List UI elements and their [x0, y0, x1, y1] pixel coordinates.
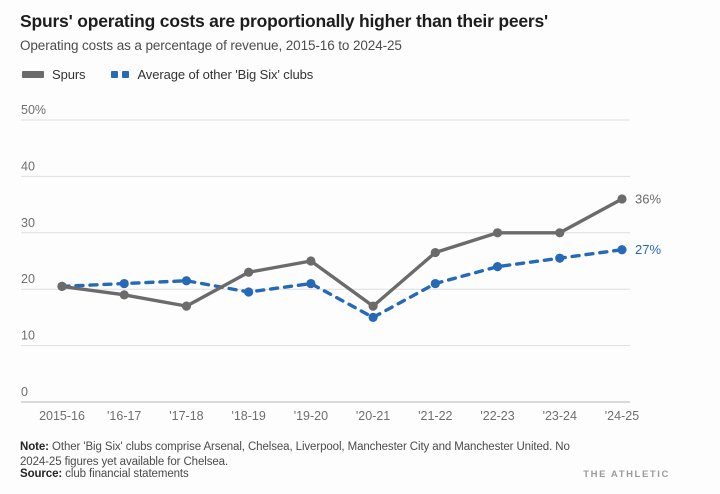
legend-item-big-six: Average of other 'Big Six' clubs [111, 67, 313, 82]
line-chart-svg: 0 10 20 30 40 50% 2015-16 '16-17 '17-18 '18-19 '19… [21, 103, 661, 423]
x-tick-label: '21-22 [418, 409, 452, 423]
note-text: Other 'Big Six' clubs comprise Arsenal, … [20, 441, 570, 468]
data-point-spurs [555, 228, 565, 238]
x-tick-label: '24-25 [605, 409, 639, 423]
spurs-line-swatch-icon [22, 71, 44, 78]
chart-source: Source: club financial statements [20, 468, 420, 480]
data-point-spurs [430, 247, 440, 258]
legend-label-spurs: Spurs [52, 67, 86, 82]
data-point-spurs [57, 281, 67, 291]
data-point-big-six-average [617, 245, 627, 255]
data-point-big-six-average [492, 262, 503, 272]
y-tick-label: 0 [21, 385, 28, 399]
end-label-big-six-average: 27% [635, 242, 661, 257]
data-point-big-six-average [555, 253, 565, 263]
data-point-spurs [617, 194, 627, 204]
legend-label-big-six: Average of other 'Big Six' clubs [137, 67, 314, 82]
x-tick-label: '19-20 [294, 409, 328, 423]
data-point-big-six-average [244, 287, 254, 297]
line-chart: 0 10 20 30 40 50% 2015-16 '16-17 '17-18 '18-19 '19… [0, 95, 720, 440]
data-point-big-six-average [306, 278, 316, 289]
publisher-logo: THE ATHLETIC [583, 469, 670, 480]
data-point-spurs [119, 290, 129, 300]
source-text: club financial statements [65, 468, 189, 480]
x-tick-label: 2015-16 [39, 409, 85, 423]
series-line-big-six-average [60, 248, 624, 320]
x-tick-label: '23-24 [543, 409, 577, 423]
chart-note: Note: Other 'Big Six' clubs comprise Ars… [20, 440, 584, 469]
data-point-big-six-average [119, 278, 129, 289]
y-tick-label: 20 [21, 272, 35, 286]
y-tick-label: 50% [21, 103, 46, 117]
y-tick-label: 10 [21, 329, 35, 343]
data-point-spurs [306, 256, 316, 266]
big-six-dashed-swatch-icon [111, 71, 130, 78]
legend-item-spurs: Spurs [22, 67, 86, 82]
y-tick-label: 40 [21, 159, 35, 173]
end-label-spurs: 36% [635, 191, 661, 206]
data-point-spurs [492, 228, 503, 238]
data-point-big-six-average [430, 278, 440, 289]
data-point-big-six-average [181, 276, 192, 286]
chart-legend: Spurs Average of other 'Big Six' clubs [22, 67, 313, 82]
note-label: Note: [20, 441, 49, 453]
series-line-spurs [60, 197, 624, 308]
y-tick-label: 30 [21, 216, 35, 230]
data-point-spurs [368, 301, 378, 311]
x-tick-label: '22-23 [480, 409, 514, 423]
x-tick-label: '16-17 [107, 409, 141, 423]
page-title: Spurs' operating costs are proportionall… [20, 11, 549, 31]
chart-subtitle: Operating costs as a percentage of reven… [20, 38, 402, 53]
x-tick-label: '20-21 [356, 409, 390, 423]
data-point-spurs [181, 301, 192, 311]
data-point-spurs [244, 267, 254, 277]
x-tick-label: '17-18 [169, 409, 203, 423]
x-tick-label: '18-19 [231, 409, 265, 423]
data-point-big-six-average [368, 312, 378, 322]
source-label: Source: [20, 468, 63, 480]
